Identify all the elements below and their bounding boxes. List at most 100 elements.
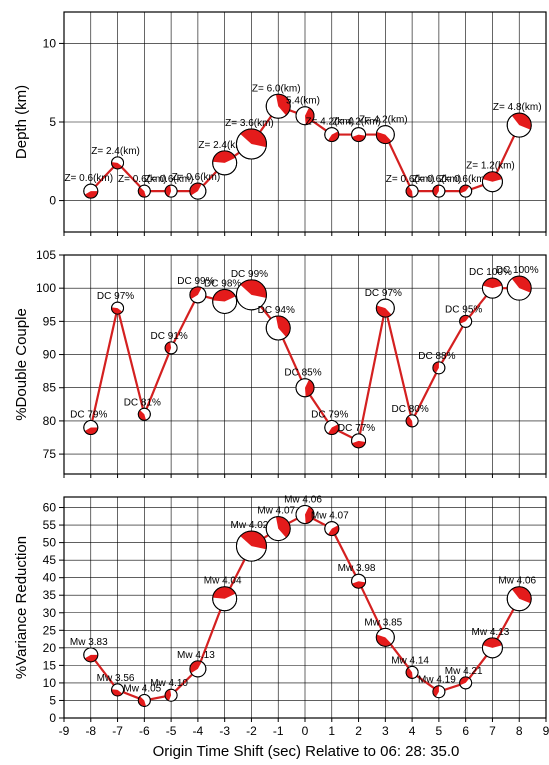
- beachball-quadrant: [189, 660, 202, 674]
- beachball-marker: [265, 516, 291, 542]
- y-tick-label: 50: [43, 536, 57, 550]
- beachball-quadrant: [511, 276, 532, 293]
- beachball-quadrant: [138, 696, 146, 707]
- data-label: Z= 4.2(km): [359, 115, 408, 126]
- beachball-outline: [324, 521, 340, 537]
- beachball-quadrant: [459, 676, 470, 686]
- data-label: Z= 0.6(km): [439, 174, 488, 185]
- beachball-marker: [235, 530, 267, 562]
- beachball-quadrant: [138, 410, 146, 421]
- beachball-marker: [351, 433, 367, 449]
- beachball-marker: [324, 521, 340, 537]
- beachball-marker: [481, 171, 503, 193]
- beachball-marker: [481, 277, 503, 299]
- beachball-outline: [137, 407, 151, 421]
- beachball-outline: [212, 586, 238, 612]
- data-label: Mw 4.13: [472, 627, 510, 638]
- beachball-outline: [405, 184, 419, 198]
- beachball-quadrant: [406, 186, 413, 198]
- beachball-marker: [212, 150, 238, 176]
- beachball-marker: [432, 361, 446, 375]
- x-tick-label: 1: [328, 724, 335, 738]
- y-tick-label: 30: [43, 606, 57, 620]
- data-label: DC 91%: [150, 331, 187, 342]
- data-label: Mw 4.06: [498, 576, 536, 587]
- x-tick-label: -6: [139, 724, 150, 738]
- data-label: Mw 4.07: [311, 511, 349, 522]
- beachball-marker: [83, 420, 99, 436]
- beachball-marker: [506, 275, 532, 301]
- beachball-marker: [405, 414, 419, 428]
- beachball-outline: [83, 647, 99, 663]
- beachball-quadrant: [511, 586, 532, 604]
- data-label: DC 79%: [311, 410, 348, 421]
- beachball-marker: [295, 378, 315, 398]
- data-label: Mw 3.83: [70, 637, 108, 648]
- y-tick-label: 35: [43, 588, 57, 602]
- beachball-marker: [375, 627, 395, 647]
- y-tick-label: 10: [43, 676, 57, 690]
- data-label: Mw 4.14: [391, 655, 429, 666]
- beachball-quadrant: [376, 305, 392, 318]
- beachball-quadrant: [305, 506, 314, 524]
- beachball-outline: [351, 127, 367, 143]
- beachball-outline: [164, 688, 178, 702]
- x-tick-label: 2: [355, 724, 362, 738]
- data-label: 5.4(km): [286, 96, 320, 107]
- beachball-quadrant: [305, 107, 314, 125]
- beachball-marker: [164, 688, 178, 702]
- y-tick-label: 90: [43, 348, 57, 362]
- chart-panel-2: 75 80 85 90 95 100 105 %Double Couple DC 79% DC 9…: [13, 248, 547, 478]
- beachball-outline: [459, 676, 473, 690]
- y-tick-label: 0: [49, 194, 56, 208]
- beachball-outline: [375, 298, 395, 318]
- beachball-quadrant: [275, 516, 291, 538]
- beachball-marker: [164, 341, 178, 355]
- beachball-marker: [324, 127, 340, 143]
- beachball-quadrant: [84, 427, 98, 435]
- x-tick-label: -5: [166, 724, 177, 738]
- x-tick-label: 4: [409, 724, 416, 738]
- y-tick-label: 100: [36, 281, 56, 295]
- beachball-quadrant: [351, 581, 366, 589]
- beachball-outline: [137, 693, 151, 707]
- beachball-marker: [83, 183, 99, 199]
- y-tick-label: 20: [43, 641, 57, 655]
- beachball-quadrant: [240, 531, 267, 550]
- beachball-marker: [375, 298, 395, 318]
- beachball-marker: [265, 315, 291, 341]
- data-label: Z= 0.6(km): [64, 173, 113, 184]
- beachball-marker: [83, 647, 99, 663]
- data-label: Mw 4.02: [231, 520, 269, 531]
- y-tick-label: 5: [49, 693, 56, 707]
- x-tick-label: -9: [59, 724, 70, 738]
- beachball-quadrant: [511, 113, 532, 130]
- beachball-outline: [506, 586, 532, 612]
- beachball-quadrant: [305, 379, 315, 397]
- beachball-marker: [164, 184, 178, 198]
- data-label: Z= 0.6(km): [413, 174, 462, 185]
- x-tick-label: 0: [302, 724, 309, 738]
- beachball-outline: [235, 128, 267, 160]
- data-label: Z= 4.2(km): [332, 117, 381, 128]
- beachball-marker: [506, 586, 532, 612]
- beachball-outline: [351, 433, 367, 449]
- beachball-outline: [375, 125, 395, 145]
- beachball-quadrant: [351, 440, 366, 448]
- data-label: DC 79%: [70, 410, 107, 421]
- beachball-marker: [265, 93, 291, 119]
- data-label: DC 77%: [338, 423, 375, 434]
- beachball-quadrant: [111, 307, 123, 315]
- beachball-quadrant: [165, 689, 172, 701]
- beachball-outline: [189, 286, 207, 304]
- beachball-outline: [432, 361, 446, 375]
- data-label: DC 99%: [231, 269, 268, 280]
- beachball-marker: [111, 683, 125, 697]
- data-label: Mw 4.13: [177, 650, 215, 661]
- beachball-marker: [189, 286, 207, 304]
- beachball-marker: [137, 407, 151, 421]
- chart-panel-1: 0 5 10 Depth (km) Z= 0.6(km) Z= 2.4(km) Z= 0.6…: [13, 11, 547, 236]
- beachball-quadrant: [138, 186, 146, 198]
